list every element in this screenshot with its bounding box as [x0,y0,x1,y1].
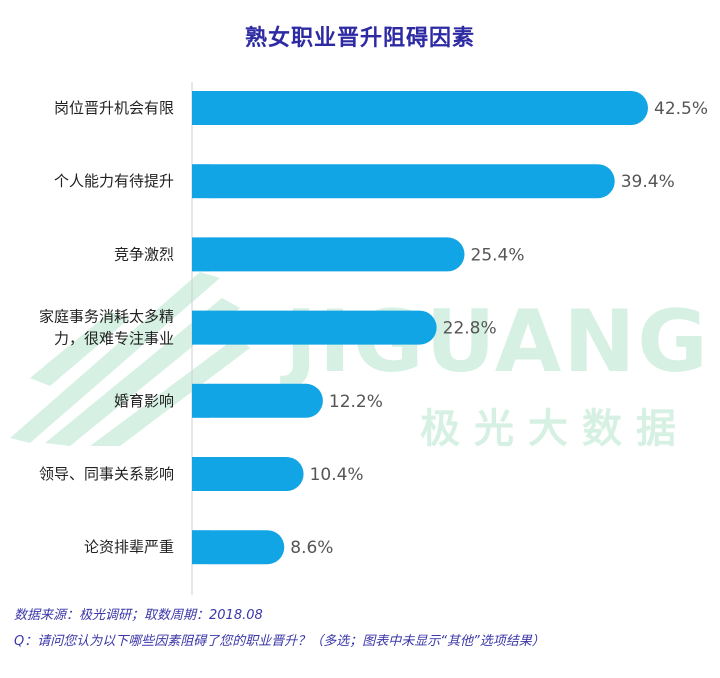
bar-0-base [192,91,209,125]
chart-title: 熟女职业晋升阻碍因素 [244,26,475,51]
source-note: 数据来源：极光调研；取数周期：2018.08 [14,608,263,623]
category-label-2: 竞争激烈 [114,245,174,263]
value-label-4: 12.2% [329,392,383,412]
bar-chart: 42.5% 岗位晋升机会有限 39.4% 个人能力有待提升 25.4% 竞争激烈 22.8%… [39,82,708,595]
bar-3-base [192,310,209,345]
category-label-5: 领导、同事关系影响 [39,465,174,483]
watermark-subtitle: 极光大数据 [420,406,690,452]
value-label-0: 42.5% [654,99,708,119]
value-label-5: 10.4% [310,465,364,485]
bar-6-base [192,530,209,565]
bar-5 [192,457,304,491]
value-label-1: 39.4% [621,172,675,192]
category-label-4: 婚育影响 [114,392,174,410]
bar-1-base [192,164,209,199]
jiguang-logo-icon [10,272,250,446]
bar-0 [192,91,648,125]
question-note: Q：请问您认为以下哪些因素阻碍了您的职业晋升？（多选；图表中未显示“其他”选项结… [14,634,545,649]
bar-1 [192,164,615,199]
category-label-0: 岗位晋升机会有限 [54,99,174,117]
bar-5-base [192,457,209,491]
bar-2 [192,237,465,272]
value-label-3: 22.8% [443,319,497,339]
value-label-2: 25.4% [471,245,525,265]
bar-2-base [192,237,209,272]
category-label-6: 论资排辈严重 [84,538,174,556]
category-label-1: 个人能力有待提升 [54,172,174,190]
category-label-3-line-0: 家庭事务消耗太多精 [39,308,174,326]
bar-4 [192,383,323,418]
footnotes: 数据来源：极光调研；取数周期：2018.08 Q：请问您认为以下哪些因素阻碍了您… [14,603,545,655]
bar-6 [192,530,285,565]
category-label-3-line-1: 力，很难专注事业 [54,330,174,348]
bar-4-base [192,383,209,418]
value-label-6: 8.6% [290,538,333,558]
bar-3 [192,310,437,345]
